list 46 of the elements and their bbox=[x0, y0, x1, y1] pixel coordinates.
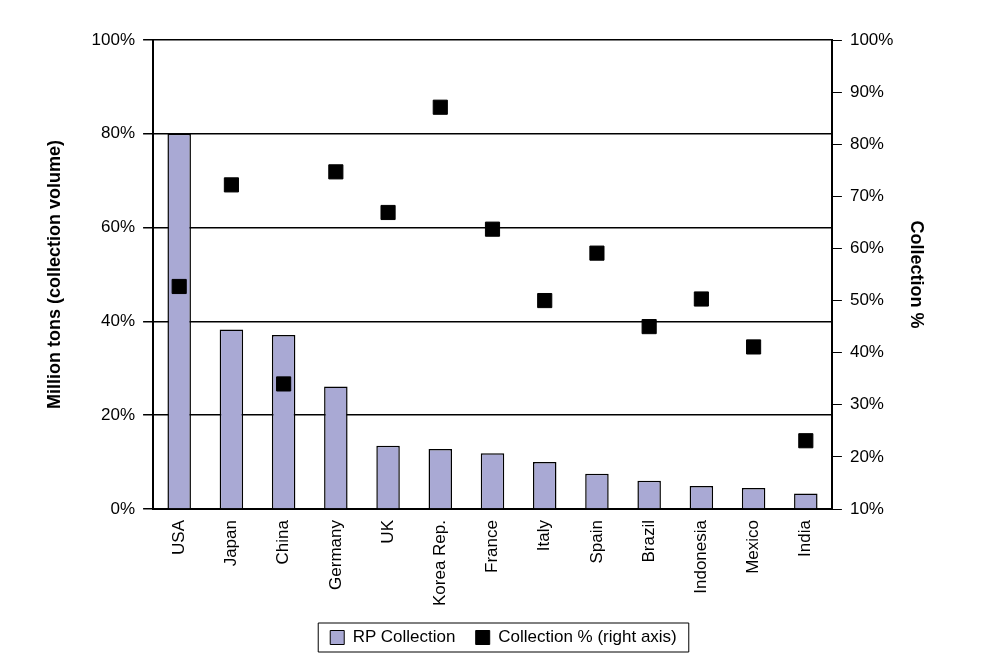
x-tick-label: France bbox=[482, 520, 502, 573]
legend-label: RP Collection bbox=[352, 627, 456, 647]
x-tick-label: India bbox=[795, 519, 815, 557]
point bbox=[537, 292, 553, 309]
x-tick-label: UK bbox=[377, 519, 397, 544]
point bbox=[484, 221, 501, 237]
x-tick-label: USA bbox=[168, 519, 188, 555]
y-tick-label: 80% bbox=[101, 123, 136, 143]
y2-tick-label: 40% bbox=[849, 342, 884, 362]
x-tick-label: Germany bbox=[325, 519, 345, 590]
x-tick-label: Mexico bbox=[743, 520, 763, 574]
y2-tick-label: 80% bbox=[849, 133, 884, 153]
y2-tick-label: 90% bbox=[849, 81, 884, 101]
y2-tick-label: 10% bbox=[849, 498, 884, 518]
y2-axis-title: Collection % bbox=[907, 220, 928, 329]
point bbox=[276, 376, 292, 392]
point bbox=[380, 204, 396, 221]
y-tick-label: 60% bbox=[101, 217, 136, 237]
point bbox=[798, 433, 814, 449]
legend-label: Collection % (right axis) bbox=[498, 627, 677, 647]
x-tick-label: Indonesia bbox=[691, 519, 711, 594]
y2-tick-label: 70% bbox=[849, 186, 884, 206]
y2-tick-label: 30% bbox=[849, 394, 884, 414]
y2-tick-label: 60% bbox=[849, 238, 884, 258]
y-tick-label: 0% bbox=[110, 498, 136, 518]
x-tick-label: China bbox=[273, 519, 293, 565]
y2-tick-label: 50% bbox=[849, 290, 884, 310]
y-tick-label: 40% bbox=[101, 311, 136, 331]
point bbox=[589, 245, 605, 261]
point bbox=[328, 164, 344, 180]
point bbox=[223, 177, 239, 193]
x-tick-label: Brazil bbox=[638, 520, 658, 563]
x-tick-label: Japan bbox=[221, 520, 241, 567]
y2-tick-label: 100% bbox=[849, 29, 894, 49]
x-tick-label: Korea Rep. bbox=[429, 520, 449, 606]
point bbox=[171, 278, 187, 295]
y-axis-title: Million tons (collection volume) bbox=[43, 139, 64, 410]
point bbox=[432, 99, 448, 115]
x-tick-label: Spain bbox=[586, 520, 606, 564]
y2-tick-label: 20% bbox=[849, 446, 884, 466]
y-tick-label: 100% bbox=[91, 29, 136, 49]
point bbox=[641, 319, 657, 335]
x-tick-label: Italy bbox=[534, 519, 554, 552]
point bbox=[693, 291, 709, 307]
point bbox=[746, 339, 762, 355]
y-tick-label: 20% bbox=[101, 404, 136, 424]
